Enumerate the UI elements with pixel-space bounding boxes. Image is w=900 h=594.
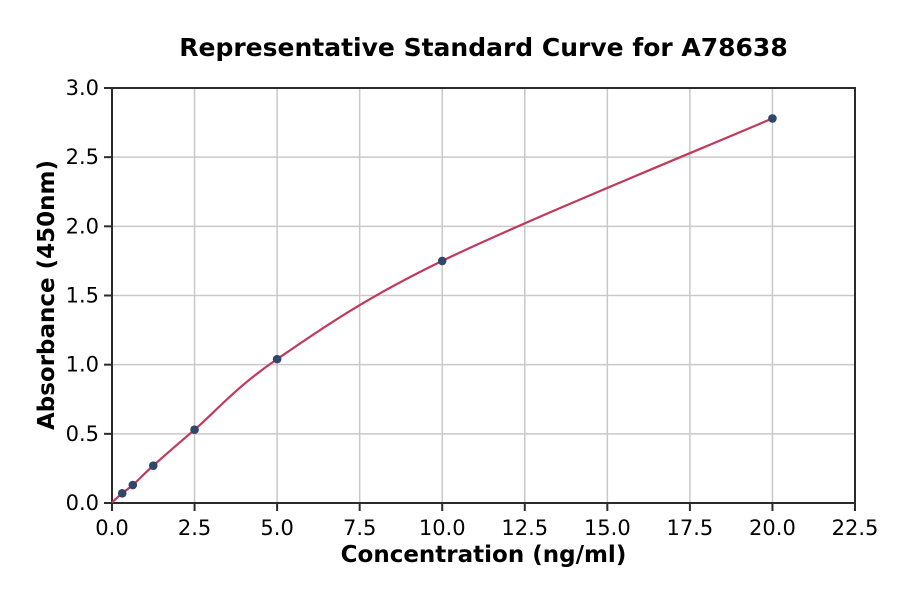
standard-curve-line [111,117,773,504]
x-tick-label: 22.5 [832,516,879,540]
x-tick-label: 10.0 [419,516,466,540]
chart-title: Representative Standard Curve for A78638 [179,33,788,62]
x-tick-label: 15.0 [584,516,631,540]
data-point [768,114,777,123]
y-tick-label: 1.0 [66,353,99,377]
y-tick-label: 2.5 [66,145,99,169]
x-tick-label: 12.5 [501,516,548,540]
y-tick-label: 3.0 [66,76,99,100]
x-tick-label: 2.5 [178,516,211,540]
x-tick-label: 17.5 [667,516,714,540]
x-tick-label: 20.0 [749,516,796,540]
data-point [272,354,282,364]
x-tick-label: 7.5 [343,516,376,540]
data-point [190,425,199,434]
data-point [117,489,127,498]
y-tick-label: 0.5 [66,422,99,446]
y-tick-label: 1.5 [66,284,99,308]
data-point [437,256,447,266]
x-axis-label: Concentration (ng/ml) [340,542,627,568]
y-tick-label: 0.0 [66,491,99,515]
data-point [128,480,138,490]
x-tick-label: 5.0 [260,516,293,540]
data-point [148,461,158,470]
x-tick-label: 0.0 [95,516,128,540]
y-tick-label: 2.0 [66,214,99,238]
